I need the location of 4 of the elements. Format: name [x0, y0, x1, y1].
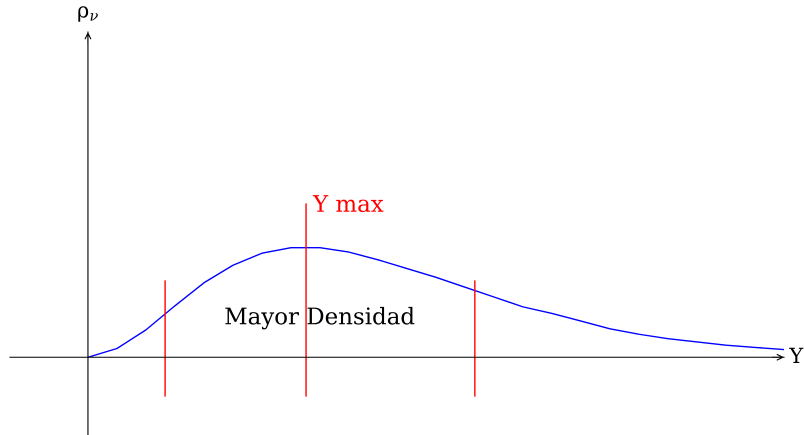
- text: ρ$_{ν}$: [78, 6, 98, 22]
- text: Y max: [312, 195, 384, 212]
- annotation: Mayor Densidad: [225, 306, 414, 330]
- x-axis-title: Y: [789, 348, 804, 363]
